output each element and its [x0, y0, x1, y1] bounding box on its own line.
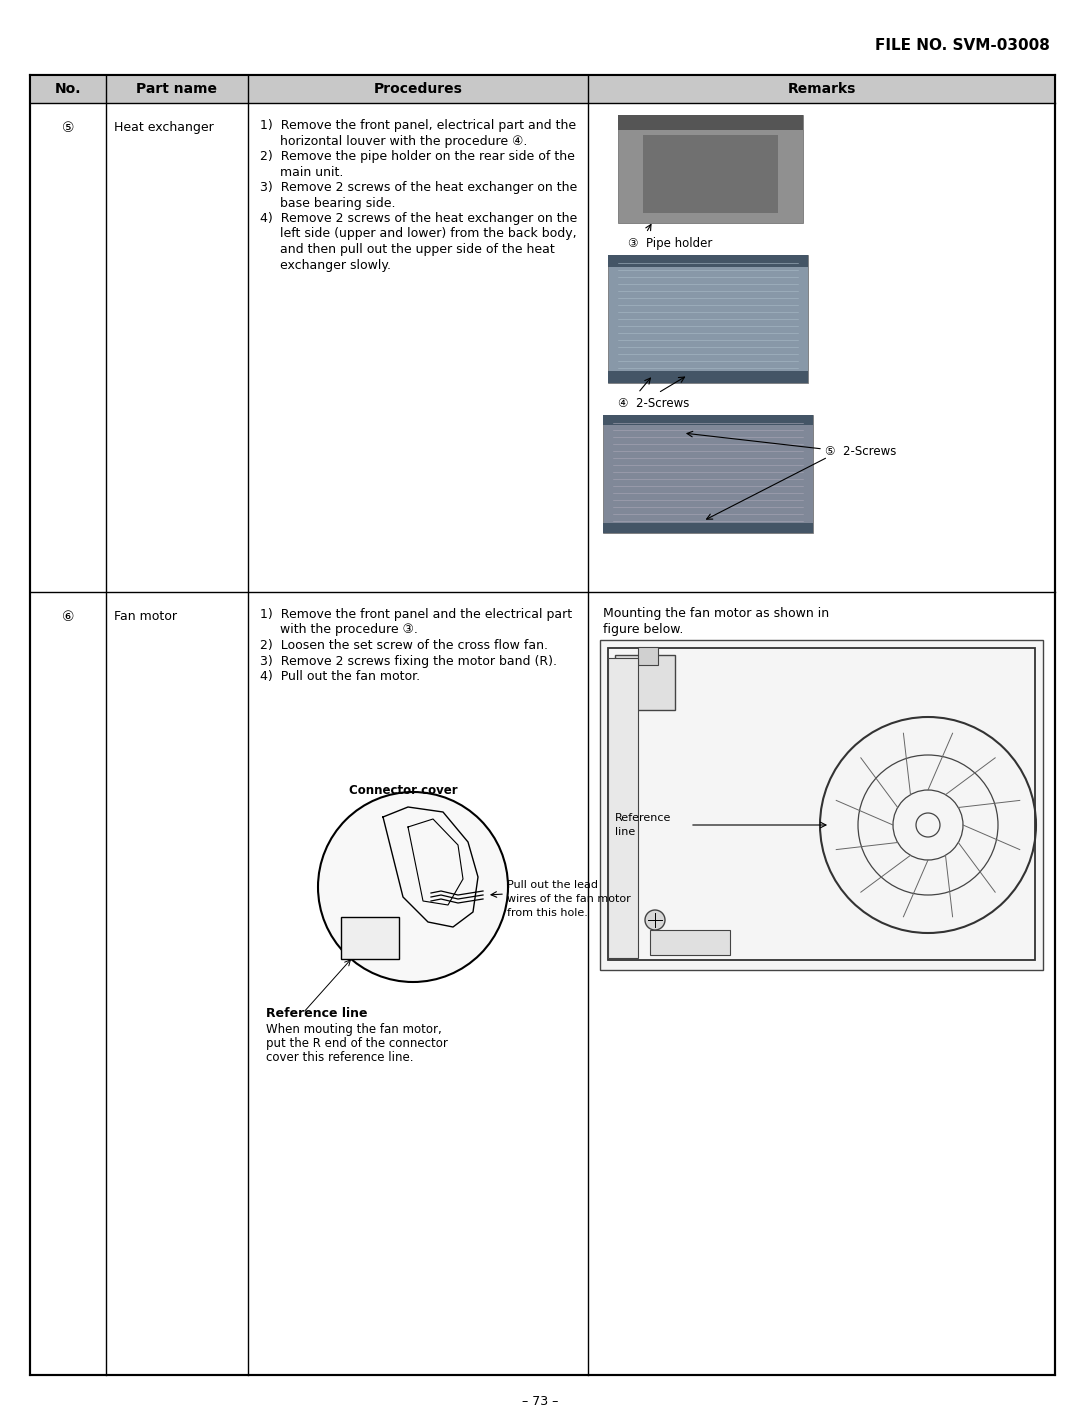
Text: 3)  Remove 2 screws fixing the motor band (R).: 3) Remove 2 screws fixing the motor band…	[260, 654, 557, 667]
Text: When mouting the fan motor,: When mouting the fan motor,	[266, 1023, 442, 1036]
Text: from this hole.: from this hole.	[507, 908, 588, 917]
Text: cover this reference line.: cover this reference line.	[266, 1051, 414, 1064]
Text: line: line	[615, 827, 635, 837]
Bar	[600, 640, 1043, 969]
Text: 4)  Pull out the fan motor.: 4) Pull out the fan motor.	[260, 670, 420, 682]
Text: 3)  Remove 2 screws of the heat exchanger on the: 3) Remove 2 screws of the heat exchanger…	[260, 182, 577, 194]
Text: 4)  Remove 2 screws of the heat exchanger on the: 4) Remove 2 screws of the heat exchanger…	[260, 212, 577, 225]
Text: Mounting the fan motor as shown in: Mounting the fan motor as shown in	[603, 606, 829, 620]
Text: 1)  Remove the front panel, electrical part and the: 1) Remove the front panel, electrical pa…	[260, 120, 576, 132]
Text: ⑥: ⑥	[62, 611, 75, 623]
Text: Reference: Reference	[615, 813, 672, 823]
Text: 2)  Loosen the set screw of the cross flow fan.: 2) Loosen the set screw of the cross flo…	[260, 639, 548, 651]
Circle shape	[318, 792, 508, 982]
Bar	[650, 930, 730, 955]
Bar	[608, 649, 1035, 960]
Bar	[608, 658, 638, 958]
Bar	[30, 75, 1055, 103]
Text: – 73 –: – 73 –	[522, 1394, 558, 1407]
Text: main unit.: main unit.	[260, 166, 343, 179]
Text: No.: No.	[55, 82, 81, 96]
Bar	[618, 115, 804, 129]
Bar	[638, 647, 658, 666]
Text: figure below.: figure below.	[603, 623, 684, 636]
Text: ③  Pipe holder: ③ Pipe holder	[627, 236, 713, 250]
Circle shape	[645, 910, 665, 930]
Bar	[603, 415, 813, 425]
Text: Remarks: Remarks	[787, 82, 855, 96]
Text: exchanger slowly.: exchanger slowly.	[260, 259, 391, 272]
Text: left side (upper and lower) from the back body,: left side (upper and lower) from the bac…	[260, 228, 577, 241]
Text: ④  2-Screws: ④ 2-Screws	[618, 397, 689, 409]
Text: Connector cover: Connector cover	[349, 784, 457, 796]
Bar	[618, 115, 804, 222]
Text: 2)  Remove the pipe holder on the rear side of the: 2) Remove the pipe holder on the rear si…	[260, 151, 575, 163]
Text: ⑤  2-Screws: ⑤ 2-Screws	[825, 445, 896, 459]
Text: and then pull out the upper side of the heat: and then pull out the upper side of the …	[260, 243, 555, 256]
Text: base bearing side.: base bearing side.	[260, 197, 395, 210]
Bar	[608, 255, 808, 267]
Bar	[615, 656, 675, 711]
Text: put the R end of the connector: put the R end of the connector	[266, 1037, 448, 1050]
Text: Fan motor: Fan motor	[114, 611, 177, 623]
Bar	[341, 917, 399, 960]
Bar	[608, 371, 808, 383]
Text: with the procedure ③.: with the procedure ③.	[260, 623, 418, 636]
Bar	[608, 255, 808, 383]
Text: Reference line: Reference line	[266, 1007, 367, 1020]
Text: 1)  Remove the front panel and the electrical part: 1) Remove the front panel and the electr…	[260, 608, 572, 620]
Bar	[603, 523, 813, 533]
Text: Procedures: Procedures	[374, 82, 462, 96]
Text: horizontal louver with the procedure ④.: horizontal louver with the procedure ④.	[260, 135, 527, 148]
Text: wires of the fan motor: wires of the fan motor	[507, 893, 631, 905]
Text: Pull out the lead: Pull out the lead	[507, 879, 598, 891]
Text: FILE NO. SVM-03008: FILE NO. SVM-03008	[875, 38, 1050, 53]
Bar	[603, 415, 813, 533]
Text: Part name: Part name	[136, 82, 217, 96]
Text: Heat exchanger: Heat exchanger	[114, 121, 214, 134]
Text: ⑤: ⑤	[62, 121, 75, 135]
Bar	[643, 135, 778, 212]
